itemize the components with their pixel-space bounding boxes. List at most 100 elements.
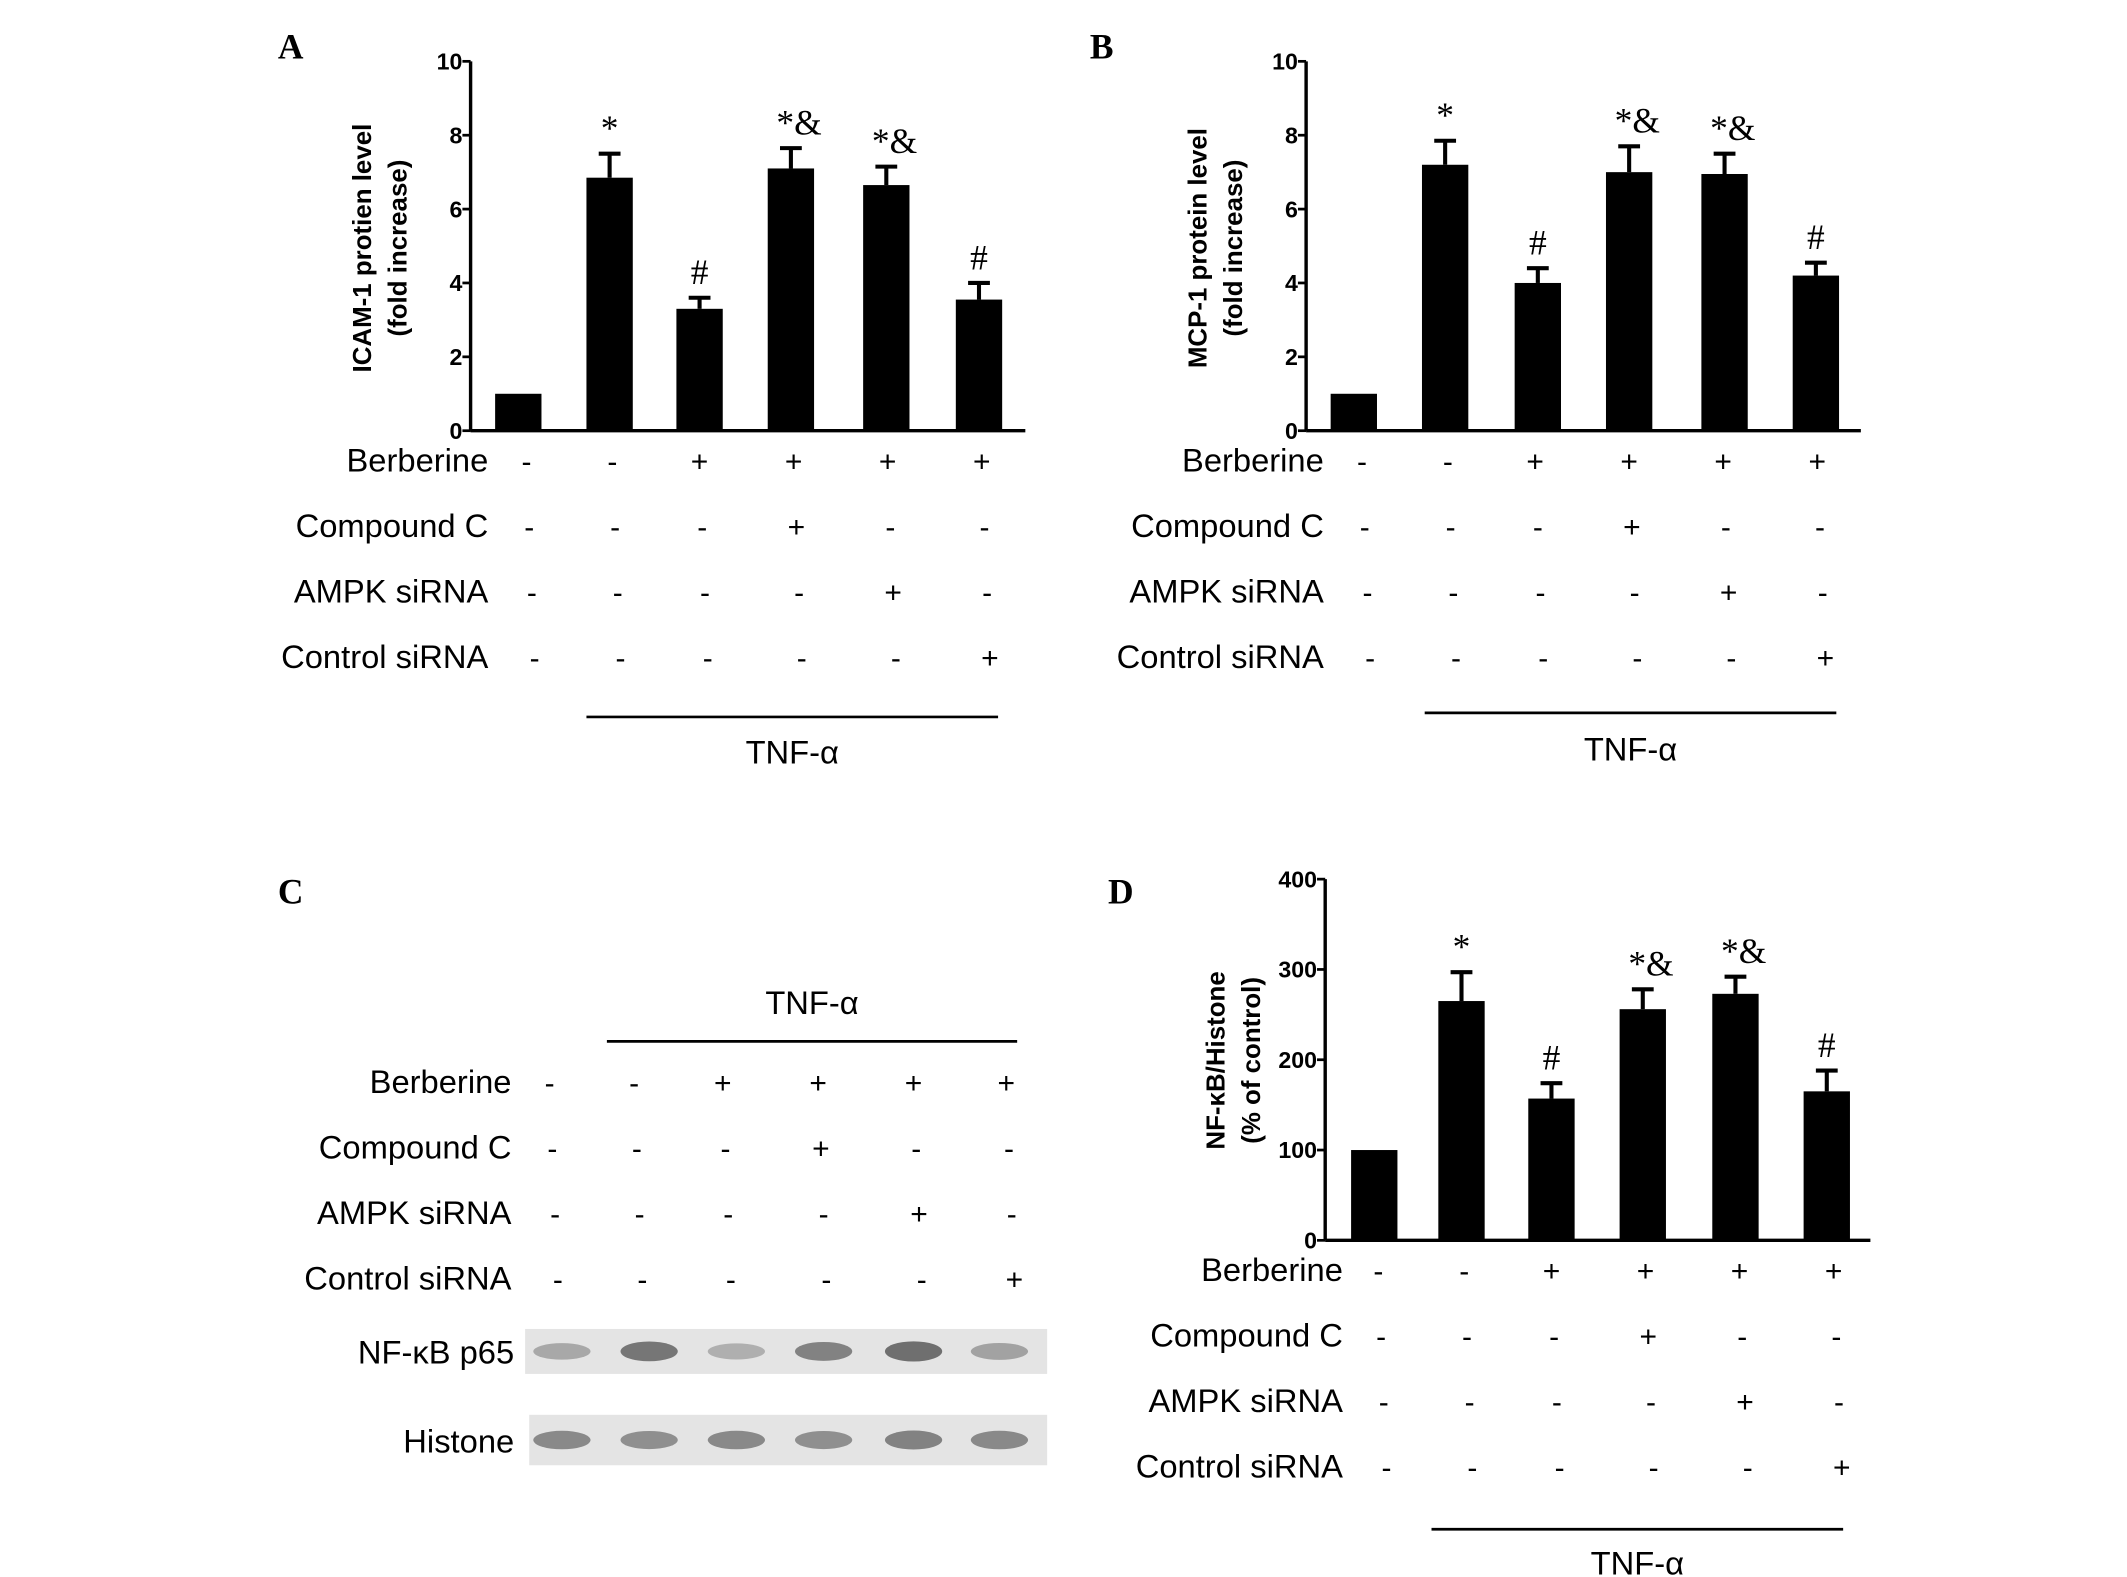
treatment-sign: - [723,1198,733,1231]
y-tick-label: 8 [1285,122,1298,148]
significance-label: *& [776,103,821,143]
treatment-sign: - [527,576,537,609]
y-tick-label: 6 [1285,196,1298,222]
bar [676,308,723,431]
treatment-sign: + [1817,642,1835,675]
treatment-sign: - [1555,1452,1565,1485]
treatment-sign: - [797,642,807,675]
treatment-sign: - [1462,1321,1472,1354]
treatment-sign: - [1365,642,1375,675]
y-tick-label: 100 [1278,1137,1317,1163]
treatment-sign: - [1536,576,1546,609]
treatment-sign: - [1549,1321,1559,1354]
treatment-label-1: Compound C [1131,507,1324,544]
treatment-sign: - [1533,511,1543,544]
treatment-sign: - [1373,1255,1383,1288]
treatment-sign: + [973,446,991,479]
treatment-sign: + [1825,1255,1843,1288]
treatment-label-2: AMPK siRNA [294,572,489,609]
treatment-label-0: Berberine [370,1063,512,1100]
treatment-label-0: Berberine [1182,442,1324,479]
treatment-label-3: Control siRNA [1136,1448,1343,1485]
treatment-label-2: AMPK siRNA [1148,1382,1343,1419]
bar [1528,1098,1575,1241]
bar [1605,172,1653,431]
treatment-sign: - [1004,1133,1014,1166]
panel-letter: C [278,872,304,912]
treatment-sign: - [1382,1452,1392,1485]
treatment-sign: - [632,1133,642,1166]
bar [1712,993,1759,1241]
treatment-sign: - [1721,511,1731,544]
treatment-sign: + [997,1067,1015,1100]
treatment-sign: - [1649,1452,1659,1485]
treatment-sign: + [905,1067,923,1100]
treatment-sign: - [794,576,804,609]
blot-band [884,1341,943,1362]
treatment-label-1: Compound C [1150,1317,1343,1354]
y-axis-label: NF-κB/Histone [1202,971,1230,1149]
y-tick-label: 8 [450,122,463,148]
treatment-sign: + [1833,1452,1851,1485]
treatment-sign: + [1714,446,1732,479]
treatment-sign: - [1737,1321,1747,1354]
treatment-label-3: Control siRNA [281,638,488,675]
treatment-sign: - [553,1263,563,1296]
y-axis-label: MCP-1 protein level [1185,128,1213,368]
treatment-sign: - [1552,1386,1562,1419]
treatment-sign: - [629,1067,639,1100]
y-axis-label: ICAM-1 protien level [349,124,377,373]
y-tick-label: 10 [437,49,463,75]
significance-label: # [1818,1025,1836,1065]
treatment-sign: - [885,511,895,544]
treatment-sign: - [1818,576,1828,609]
treatment-sign: - [1815,511,1825,544]
treatment-sign: - [1831,1321,1841,1354]
treatment-sign: - [703,642,713,675]
treatment-sign: - [1465,1386,1475,1419]
treatment-sign: - [821,1263,831,1296]
treatment-label-0: Berberine [346,442,488,479]
significance-label: *& [1710,108,1755,148]
significance-label: *& [1628,944,1673,984]
significance-label: *& [872,121,917,161]
bar [767,168,815,431]
treatment-sign: - [979,511,989,544]
blot-band [620,1341,678,1362]
treatment-label-2: AMPK siRNA [1129,572,1324,609]
significance-label: # [691,252,709,292]
treatment-sign: + [1808,446,1826,479]
treatment-sign: - [1376,1321,1386,1354]
treatment-sign: + [910,1198,928,1231]
significance-label: # [1543,1038,1561,1078]
treatment-sign: + [1006,1263,1024,1296]
treatment-sign: + [1637,1255,1655,1288]
bar [863,185,910,431]
treatment-sign: - [613,576,623,609]
blot-band [970,1342,1029,1360]
treatment-label-3: Control siRNA [304,1259,511,1296]
y-tick-label: 0 [1304,1228,1317,1254]
treatment-sign: + [1639,1321,1657,1354]
y-axis-label: (fold increase) [1220,160,1248,337]
treatment-sign: - [1379,1386,1389,1419]
treatment-sign: - [607,446,617,479]
panel-B: B 0 2 4 6 8 10 MCP-1 protein level (fold increas… [1090,27,1861,768]
treatment-sign: - [1459,1255,1469,1288]
treatment-sign: + [1620,446,1638,479]
panel-D: D 0 100 200 300 400 NF-κB/Histone (% of control… [1108,866,1871,1577]
y-tick-label: 10 [1272,49,1298,75]
y-tick-label: 2 [1285,344,1298,370]
bar [1792,275,1840,431]
bar [586,177,633,431]
significance-label: # [970,237,988,277]
bar [495,393,542,431]
treatment-sign: - [1467,1452,1477,1485]
tnf-label: TNF-α [765,984,858,1021]
blot-row-label: Histone [403,1422,514,1459]
significance-label: * [1436,95,1454,135]
blot-band [970,1430,1029,1450]
bar [1701,173,1748,431]
treatment-sign: - [1443,446,1453,479]
y-axis-label: (% of control) [1238,977,1266,1144]
